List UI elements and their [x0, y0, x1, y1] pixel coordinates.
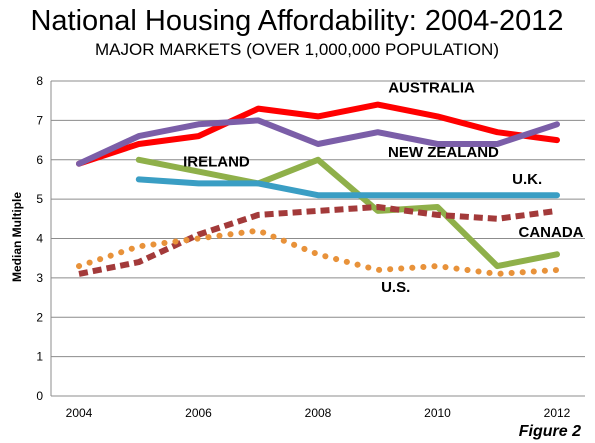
series-lines [76, 101, 560, 277]
series-labels: AUSTRALIA NEW ZEALAND IRELAND U.K. CANADA U.S… [183, 80, 584, 296]
x-tick-label: 2006 [185, 406, 212, 420]
x-tick-label: 2010 [424, 406, 451, 420]
y-tick-label: 2 [36, 310, 43, 324]
y-tick-label: 0 [36, 389, 43, 403]
figure-label: Figure 2 [519, 423, 581, 440]
chart-subtitle: MAJOR MARKETS (OVER 1,000,000 POPULATION… [95, 40, 499, 59]
series-line-u-k [135, 176, 560, 199]
series-line-u-s [76, 227, 560, 277]
series-label-u-k: U.K. [512, 171, 542, 188]
x-tick-label: 2008 [305, 406, 332, 420]
series-line-australia [76, 101, 560, 167]
y-tick-label: 8 [36, 74, 43, 88]
y-tick-label: 6 [36, 153, 43, 167]
series-line-new-zealand [76, 117, 560, 167]
gridlines [50, 80, 585, 397]
series-label-new-zealand: NEW ZEALAND [388, 144, 499, 161]
series-label-u-s: U.S. [381, 279, 410, 296]
y-tick-label: 1 [36, 350, 43, 364]
series-line-ireland [135, 156, 560, 270]
y-axis-ticks: 0 1 2 3 4 5 6 7 8 [36, 74, 43, 403]
chart-title: National Housing Affordability: 2004-201… [30, 5, 563, 37]
y-tick-label: 7 [36, 113, 43, 127]
series-label-canada: CANADA [519, 224, 584, 241]
x-tick-label: 2012 [544, 406, 571, 420]
y-tick-label: 4 [36, 232, 43, 246]
y-tick-label: 3 [36, 271, 43, 285]
y-axis-label: Median Multiple [10, 192, 24, 282]
series-label-ireland: IRELAND [183, 154, 250, 171]
series-label-australia: AUSTRALIA [388, 80, 475, 97]
series-line-canada [78, 204, 558, 277]
x-tick-label: 2004 [66, 406, 93, 420]
x-axis-ticks: 2004 2006 2008 2010 2012 [66, 406, 571, 420]
y-tick-label: 5 [36, 192, 43, 206]
